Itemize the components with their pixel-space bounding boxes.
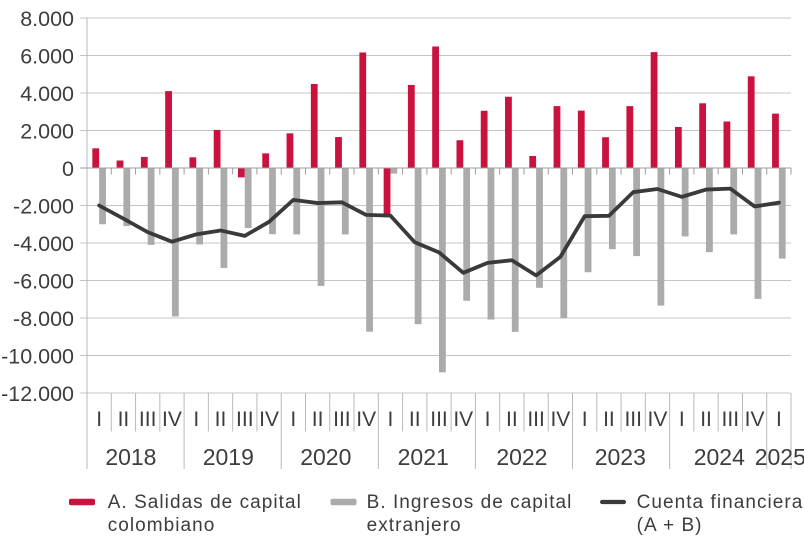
svg-text:II: II (215, 408, 227, 431)
svg-text:II: II (700, 408, 712, 431)
svg-text:8.000: 8.000 (20, 7, 74, 31)
svg-text:extranjero: extranjero (367, 515, 462, 536)
svg-text:IV: IV (745, 408, 765, 431)
svg-text:-12.000: -12.000 (1, 382, 74, 406)
svg-text:I: I (776, 408, 782, 431)
svg-text:IV: IV (550, 408, 570, 431)
svg-text:A. Salidas de capital: A. Salidas de capital (108, 492, 302, 513)
svg-text:II: II (312, 408, 324, 431)
svg-text:I: I (485, 408, 491, 431)
svg-text:6.000: 6.000 (20, 44, 74, 68)
svg-text:IV: IV (453, 408, 473, 431)
svg-text:III: III (527, 408, 545, 431)
svg-text:III: III (139, 408, 157, 431)
svg-text:I: I (582, 408, 588, 431)
svg-text:2020: 2020 (300, 444, 351, 470)
svg-text:2021: 2021 (398, 444, 449, 470)
svg-text:2025: 2025 (755, 444, 804, 470)
svg-text:2.000: 2.000 (20, 119, 74, 143)
svg-text:4.000: 4.000 (20, 82, 74, 106)
svg-text:II: II (118, 408, 130, 431)
svg-text:I: I (96, 408, 102, 431)
svg-text:IV: IV (648, 408, 668, 431)
svg-text:III: III (236, 408, 254, 431)
svg-text:III: III (624, 408, 642, 431)
svg-text:2023: 2023 (595, 444, 646, 470)
svg-text:-4.000: -4.000 (13, 232, 74, 256)
svg-text:B. Ingresos de capital: B. Ingresos de capital (367, 492, 573, 513)
svg-text:-6.000: -6.000 (13, 269, 74, 293)
svg-text:IV: IV (356, 408, 376, 431)
svg-text:2024: 2024 (694, 444, 745, 470)
svg-text:II: II (603, 408, 615, 431)
svg-text:2018: 2018 (105, 444, 156, 470)
svg-text:III: III (722, 408, 740, 431)
svg-text:-8.000: -8.000 (13, 307, 74, 331)
svg-text:colombiano: colombiano (108, 515, 216, 536)
svg-text:0: 0 (62, 157, 74, 181)
svg-text:-10.000: -10.000 (1, 344, 74, 368)
svg-text:I: I (388, 408, 394, 431)
svg-text:I: I (193, 408, 199, 431)
svg-text:2022: 2022 (496, 444, 547, 470)
svg-text:IV: IV (259, 408, 279, 431)
svg-text:I: I (290, 408, 296, 431)
svg-text:III: III (333, 408, 351, 431)
svg-text:II: II (506, 408, 518, 431)
svg-text:I: I (679, 408, 685, 431)
svg-text:IV: IV (162, 408, 182, 431)
svg-text:2019: 2019 (203, 444, 254, 470)
svg-text:-2.000: -2.000 (13, 194, 74, 218)
svg-text:II: II (409, 408, 421, 431)
svg-text:Cuenta financiera: Cuenta financiera (637, 492, 804, 513)
svg-text:(A + B): (A + B) (637, 515, 703, 536)
svg-text:III: III (430, 408, 448, 431)
